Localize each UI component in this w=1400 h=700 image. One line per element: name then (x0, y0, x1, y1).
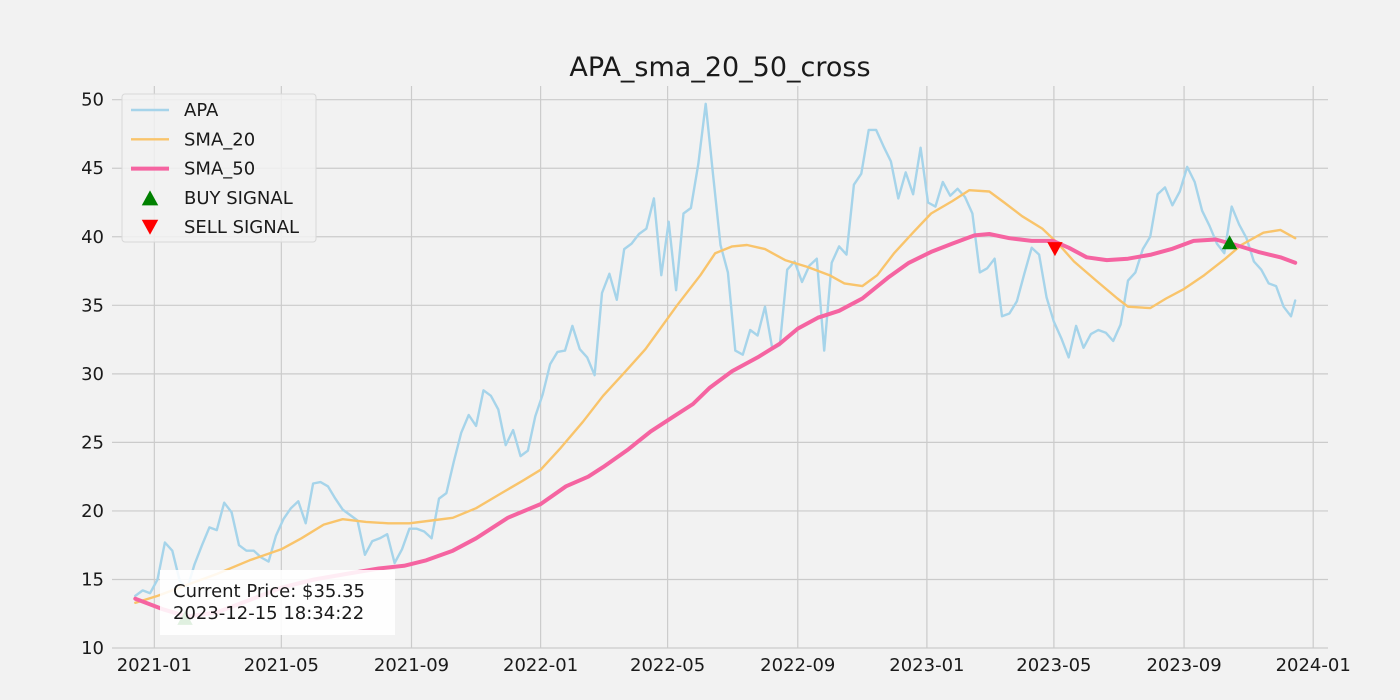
annotation-timestamp: 2023-12-15 18:34:22 (173, 603, 364, 624)
legend-label-apa: APA (184, 100, 219, 121)
x-tick-label-2023-09: 2023-09 (1146, 655, 1221, 676)
y-axis-ticks: 10 15 20 25 30 35 40 45 50 (81, 90, 104, 659)
series-line-apa (134, 102, 1297, 598)
x-tick-label-2022-01: 2022-01 (503, 655, 578, 676)
y-tick-label-50: 50 (81, 90, 104, 111)
buy-signal-marker-1 (1221, 235, 1238, 250)
y-tick-label-40: 40 (81, 227, 104, 248)
y-tick-label-30: 30 (81, 364, 104, 385)
y-tick-label-15: 15 (81, 569, 104, 590)
series-lines (133, 102, 1298, 619)
annotation-box (160, 570, 395, 635)
current-price-annotation: Current Price: $35.35 2023-12-15 18:34:2… (160, 570, 395, 635)
legend-swatch-buy-signal (141, 190, 159, 206)
series-line-sma-20 (134, 188, 1297, 604)
y-tick-label-10: 10 (81, 638, 104, 659)
legend-label-buy-signal: BUY SIGNAL (184, 188, 293, 209)
x-tick-label-2022-09: 2022-09 (760, 655, 835, 676)
annotation-price: Current Price: $35.35 (173, 581, 365, 602)
legend-label-sma-50: SMA_50 (184, 159, 255, 180)
x-axis-ticks: 2021-01 2021-05 2021-09 2022-01 2022-05 2022-… (117, 655, 1351, 676)
x-tick-label-2022-05: 2022-05 (630, 655, 705, 676)
x-tick-label-2021-09: 2021-09 (374, 655, 449, 676)
y-tick-label-45: 45 (81, 158, 104, 179)
legend-box (121, 93, 317, 243)
x-tick-label-2021-05: 2021-05 (244, 655, 319, 676)
x-tick-label-2023-01: 2023-01 (889, 655, 964, 676)
y-tick-label-35: 35 (81, 295, 104, 316)
sell-signal-marker-0 (1047, 242, 1063, 257)
legend-label-sma-20: SMA_20 (184, 129, 255, 150)
legend-swatch-sell-signal (141, 219, 159, 235)
chart-title: APA_sma_20_50_cross (569, 52, 870, 83)
legend-label-sell-signal: SELL SIGNAL (184, 217, 299, 238)
x-tick-label-2023-05: 2023-05 (1016, 655, 1091, 676)
x-tick-label-2021-01: 2021-01 (117, 655, 192, 676)
x-tick-label-2024-01: 2024-01 (1276, 655, 1351, 676)
y-tick-label-20: 20 (81, 501, 104, 522)
y-tick-label-25: 25 (81, 432, 104, 453)
legend: APA SMA_20 SMA_50 BUY SIGNAL SELL SIGNAL (121, 93, 317, 243)
series-line-sma-50 (133, 232, 1298, 619)
